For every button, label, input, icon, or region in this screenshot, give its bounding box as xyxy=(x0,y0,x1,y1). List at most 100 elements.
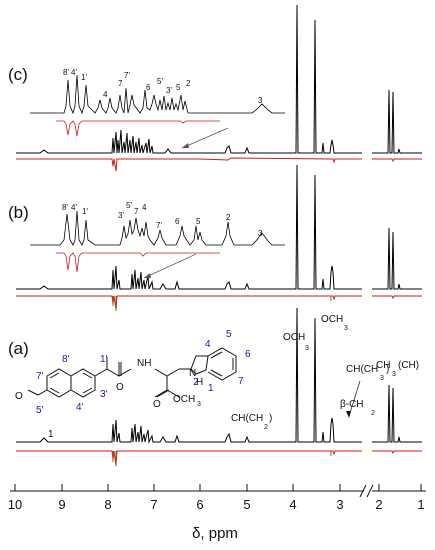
x-tick-label: 9 xyxy=(58,497,65,512)
peak-label: 2 xyxy=(226,213,231,222)
x-tick-label: 10 xyxy=(8,497,22,512)
peak-annotation-beta-ch2-sub: 2 xyxy=(371,410,375,417)
peak-annotation-ch-ch2: CH(CH xyxy=(231,413,263,424)
x-axis: 10 9 8 7 6 5 4 3 2 1 δ, ppm xyxy=(8,484,426,542)
inset-pointer-arrow xyxy=(181,127,229,149)
inset-trace xyxy=(30,210,285,246)
atom-number: 1' xyxy=(100,354,108,365)
peak-label: 7' xyxy=(124,71,130,80)
spectrum-trace xyxy=(372,384,422,443)
peak-annotation-ch-ch3-close: ) xyxy=(386,364,389,375)
annotation-arrow xyxy=(348,380,361,417)
atom-number: 5 xyxy=(226,329,232,340)
peak-label: 6 xyxy=(146,83,151,92)
annotation-arrowhead xyxy=(346,411,351,418)
structure-atom-label: N xyxy=(189,368,196,379)
peak-label: 5 xyxy=(196,217,201,226)
atom-number: 8' xyxy=(62,354,70,365)
spectrum-trace xyxy=(16,307,362,444)
inset-peak-labels: 8' 4' 1' 4 7 7' 6 5' 3' 5 2 3 xyxy=(63,68,263,105)
x-tick-label: 8 xyxy=(104,497,111,512)
peak-annotation-och3: OCH xyxy=(283,332,305,343)
inset-pointer-arrowhead xyxy=(182,143,189,148)
peak-annotation-ch3-ch-sub: 3 xyxy=(392,371,396,378)
x-tick-label: 7 xyxy=(150,497,157,512)
peak-annotation-ch-ch2-close: ) xyxy=(269,413,272,424)
peak-annotation-ch3-ch: CH xyxy=(376,360,390,371)
structure-atom-label: OCH xyxy=(173,394,195,405)
atom-number: 1 xyxy=(208,383,214,394)
peak-annotations: OCH 3 OCH 3 CH(CH 3 ) β-CH 2 CH(CH 2 ) C… xyxy=(48,314,419,440)
x-tick-label: 5 xyxy=(243,497,250,512)
peak-label: 8' xyxy=(62,203,68,212)
peak-annotation-ch-ch3-sub: 3 xyxy=(380,375,384,382)
peak-label: 5' xyxy=(157,77,163,86)
peak-label: 4' xyxy=(71,68,77,77)
noe-trace-shade xyxy=(112,296,332,311)
peak-label: 1' xyxy=(82,207,88,216)
peak-annotation-ch-ch2-sub: 2 xyxy=(264,424,268,431)
peak-label: 4' xyxy=(71,203,77,212)
structure-atom-label: O xyxy=(116,382,124,393)
peak-label: 6 xyxy=(175,217,180,226)
structure-numbering: 8' 1' 7' 5' 4' 3' 4 5 6 7 2 1 xyxy=(36,329,251,416)
panel-c: (c) 8' 4' 1' 4 7 7' 6 5' 3' 5 2 3 xyxy=(8,4,422,172)
peak-annotation-och3-sub: 3 xyxy=(305,345,309,352)
peak-label: 3 xyxy=(258,229,263,238)
noe-trace xyxy=(16,450,422,467)
atom-number: 4' xyxy=(76,402,84,413)
noe-trace-shade xyxy=(112,451,332,466)
inset-trace xyxy=(30,74,285,115)
peak-annotation-och3-sub: 3 xyxy=(344,325,348,332)
spectrum-trace xyxy=(16,164,362,290)
atom-number: 2 xyxy=(193,377,199,388)
structure-atom-label: H xyxy=(196,377,203,388)
inset-pointer-arrow xyxy=(143,253,197,279)
peak-annotation-1: 1 xyxy=(48,429,54,440)
peak-label: 3 xyxy=(258,96,263,105)
atom-number: 3' xyxy=(100,389,108,400)
peak-label: 7 xyxy=(118,79,123,88)
panel-label: (c) xyxy=(8,65,28,84)
peak-label: 2 xyxy=(186,79,191,88)
structure-atom-label: NH xyxy=(137,358,151,369)
peak-label: 4 xyxy=(142,203,147,212)
peak-label: 4 xyxy=(103,90,108,99)
atom-number: 7 xyxy=(238,376,244,387)
atom-number: 6 xyxy=(245,349,251,360)
peak-label: 3' xyxy=(118,211,124,220)
peak-label: 8' xyxy=(63,68,69,77)
peak-label: 5 xyxy=(176,83,181,92)
panel-b: (b) 8' 4' 1' 3' 5' 7 4 7' 6 5 2 3 xyxy=(8,164,422,311)
atom-number: 7' xyxy=(36,371,44,382)
panel-label: (b) xyxy=(8,203,29,222)
peak-annotation-beta-ch2: β-CH xyxy=(340,399,364,410)
peak-label: 7' xyxy=(156,221,162,230)
inset-peak-labels: 8' 4' 1' 3' 5' 7 4 7' 6 5 2 3 xyxy=(62,201,263,238)
peak-label: 5' xyxy=(126,201,132,210)
spectrum-trace xyxy=(16,4,362,154)
inset-noe-trace xyxy=(56,252,220,273)
x-tick-label: 1 xyxy=(417,497,424,512)
atom-number: 4 xyxy=(205,339,211,350)
peak-annotation-ch3-ch-tail: (CH) xyxy=(398,360,419,371)
atom-number: 5' xyxy=(36,405,44,416)
x-tick-label: 6 xyxy=(196,497,203,512)
peak-label: 3' xyxy=(166,86,172,95)
structure-labels: NH O O OCH 3 O N H xyxy=(15,358,203,410)
peak-label: 1' xyxy=(81,73,87,82)
noe-trace xyxy=(16,157,422,172)
inset-pointer-arrowhead xyxy=(144,273,151,278)
structure-atom-label: O xyxy=(153,399,161,410)
panel-label: (a) xyxy=(8,339,29,358)
x-tick-label: 3 xyxy=(336,497,343,512)
peak-annotation-ch-ch3: CH(CH xyxy=(346,364,378,375)
inset-noe-trace xyxy=(56,120,220,137)
structure-atom-label-sub: 3 xyxy=(197,401,201,408)
peak-annotation-och3: OCH xyxy=(321,314,343,325)
spectrum-trace xyxy=(372,89,422,154)
noe-trace xyxy=(16,295,422,311)
x-tick-label: 2 xyxy=(375,497,382,512)
chemical-structure xyxy=(27,347,237,398)
x-ticks xyxy=(14,484,422,491)
